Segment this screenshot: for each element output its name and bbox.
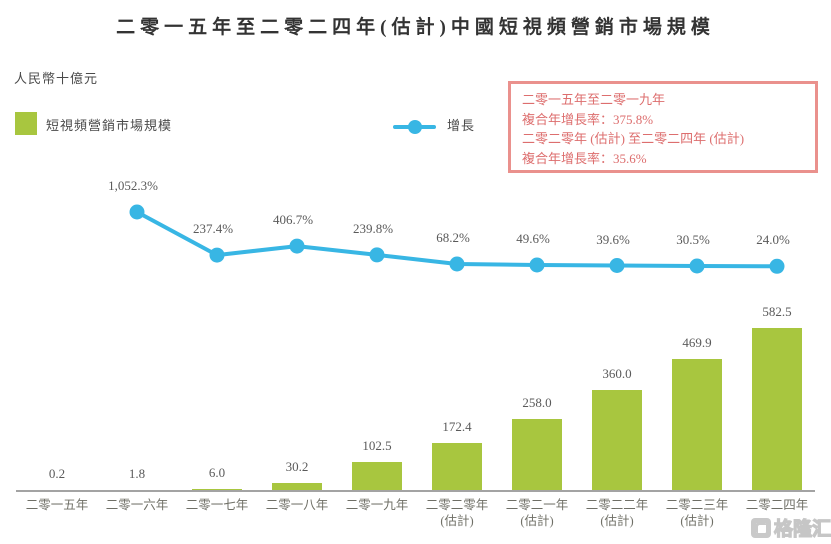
growth-value-label-3: 406.7% [272,212,314,228]
growth-value-label-5: 68.2% [436,230,470,245]
bar-5 [432,442,482,491]
bar-7 [592,390,642,491]
x-axis-label-5: 二零二零年 (估計) [425,498,489,528]
x-axis-label-8: 二零二三年 (估計) [665,498,729,528]
growth-value-label-6: 49.6% [516,231,550,246]
growth-point-5 [529,257,545,273]
legend-line-dot-icon [408,120,422,134]
x-axis-label-2: 二零一七年 [185,498,249,512]
y-axis-unit-label: 人民幣十億元 [14,71,99,86]
cagr-period-1: 二零一五年至二零一九年 [522,92,666,107]
bar-value-label-4: 102.5 [362,438,392,454]
cagr-rate-1: 複合年增長率：375.8% [522,111,654,127]
x-axis-label-3: 二零一八年 [265,498,329,512]
growth-point-2 [289,238,305,254]
chart-title: 二零一五年至二零二四年(估計)中國短視頻營銷市場規模 [116,17,715,38]
x-axis-label-7: 二零二二年 (估計) [585,498,649,528]
growth-value-label-1: 1,052.3% [108,178,158,193]
growth-value-label-7: 39.6% [596,231,630,247]
watermark-text: 格隆汇 [773,518,831,540]
growth-point-4 [449,256,465,272]
x-axis-label-1: 二零一六年 [105,498,169,512]
bar-value-label-3: 30.2 [285,458,309,474]
growth-value-label-4: 239.8% [352,220,394,236]
bar-value-label-9: 582.5 [762,303,792,319]
growth-point-0 [129,204,145,220]
bar-value-label-5: 172.4 [442,418,472,434]
cagr-annotation-box: 二零一五年至二零一九年 複合年增長率：375.8% 二零二零年 (估計) 至二零… [508,81,818,173]
bar-value-label-1: 1.8 [128,466,146,481]
growth-point-1 [209,247,225,263]
bar-value-label-8: 469.9 [682,335,712,351]
x-axis-label-4: 二零一九年 [345,498,409,512]
legend-bar-swatch [15,112,37,135]
growth-point-8 [769,258,785,274]
growth-point-6 [609,258,625,273]
bar-8 [672,359,722,491]
legend-bar-label: 短視頻營銷市場規模 [46,118,173,133]
growth-value-label-9: 24.0% [756,232,790,248]
x-axis-label-0: 二零一五年 [25,498,89,512]
bar-9 [752,327,802,491]
bar-value-label-6: 258.0 [522,394,552,410]
bar-4 [352,462,402,491]
bar-value-label-7: 360.0 [602,366,632,382]
legend-line-label: 增長 [447,118,476,133]
gelonghui-logo-icon [751,517,771,538]
growth-value-label-2: 237.4% [192,221,234,237]
growth-value-label-8: 30.5% [676,232,710,247]
cagr-period-2: 二零二零年 (估計) 至二零二四年 (估計) [522,131,745,146]
cagr-rate-2: 複合年增長率：35.6% [522,150,647,166]
x-axis-line [16,490,815,492]
bar-value-label-2: 6.0 [208,465,226,481]
watermark: 格隆汇 [751,512,831,543]
bar-3 [272,482,322,491]
growth-point-3 [369,247,385,263]
bar-6 [512,418,562,491]
growth-point-7 [689,258,705,274]
bar-value-label-0: 0.2 [48,466,66,481]
x-axis-label-6: 二零二一年 (估計) [505,498,569,528]
